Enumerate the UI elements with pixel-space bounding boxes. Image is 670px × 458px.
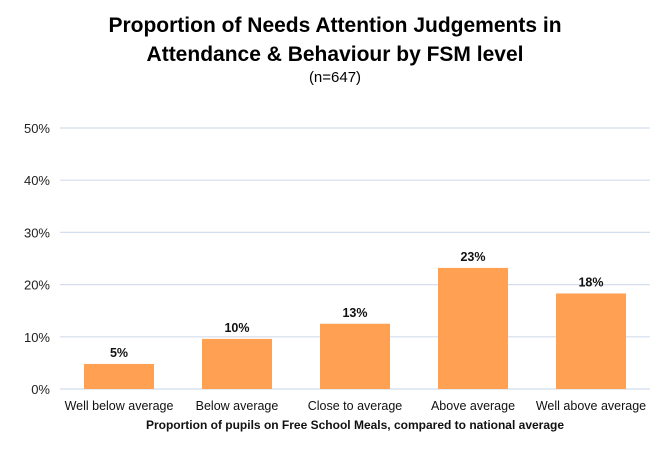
data-label: 18% [578,275,603,289]
data-label: 13% [342,306,367,320]
data-label: 10% [224,321,249,335]
chart-title-line-2: Attendance & Behaviour by FSM level [147,43,524,66]
y-tick-label: 20% [24,278,50,293]
data-label: 5% [110,346,128,360]
y-tick-label: 50% [24,121,50,136]
y-tick-label: 0% [31,382,50,397]
x-axis-label: Proportion of pupils on Free School Meal… [146,418,564,432]
data-label: 23% [460,250,485,264]
bar [438,267,508,389]
chart-subtitle: (n=647) [309,69,361,86]
x-tick-label: Well above average [536,399,646,413]
x-tick-label: Below average [196,399,279,413]
chart-title-line-1: Proportion of Needs Attention Judgements… [108,14,561,37]
x-tick-label: Above average [431,399,515,413]
bar [320,323,390,389]
y-tick-label: 40% [24,173,50,188]
bar [84,363,154,389]
bar [556,293,626,389]
x-tick-label: Close to average [308,399,403,413]
x-tick-label: Well below average [65,399,174,413]
y-tick-label: 10% [24,330,50,345]
bar [202,338,272,389]
y-tick-label: 30% [24,225,50,240]
